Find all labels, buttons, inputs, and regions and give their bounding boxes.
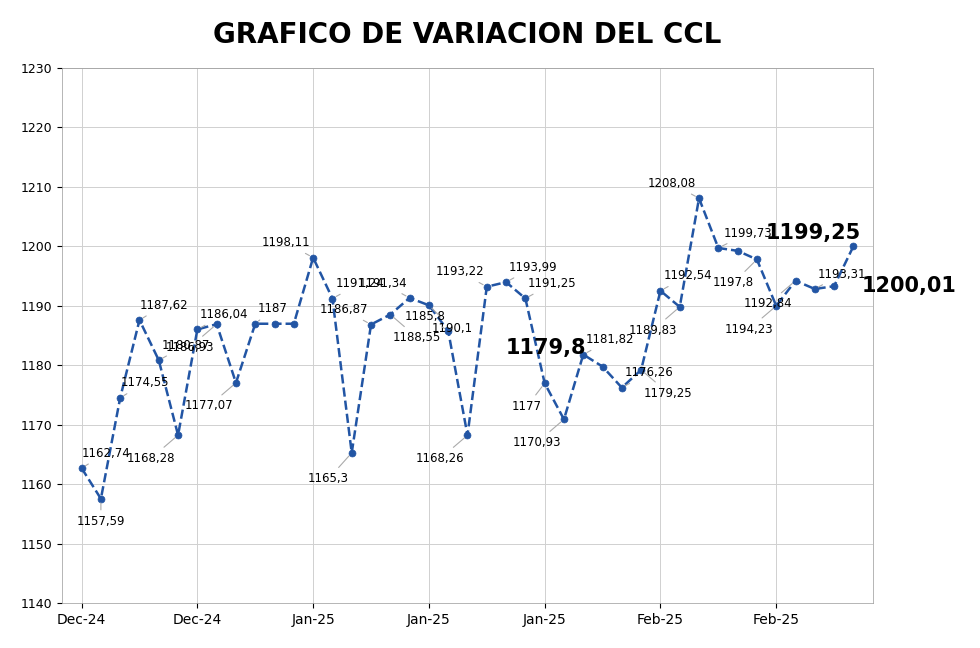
Text: 1190,1: 1190,1 [431, 308, 472, 335]
Text: 1192,54: 1192,54 [663, 270, 711, 289]
Text: 1200,01: 1200,01 [861, 276, 956, 296]
Text: 1191,25: 1191,25 [528, 277, 577, 296]
Text: 1186,04: 1186,04 [200, 308, 249, 327]
Text: 1197,8: 1197,8 [713, 262, 755, 289]
Text: 1177,07: 1177,07 [184, 386, 233, 413]
Text: 1186,93: 1186,93 [166, 327, 214, 354]
Text: 1188,55: 1188,55 [393, 318, 441, 344]
Text: 1194,23: 1194,23 [725, 308, 773, 336]
Text: 1187,62: 1187,62 [139, 299, 188, 318]
Title: GRAFICO DE VARIACION DEL CCL: GRAFICO DE VARIACION DEL CCL [214, 21, 721, 49]
Text: 1168,26: 1168,26 [416, 438, 465, 465]
Text: 1198,11: 1198,11 [262, 237, 311, 255]
Text: 1179,25: 1179,25 [644, 373, 693, 400]
Text: 1186,87: 1186,87 [319, 303, 368, 323]
Text: 1180,87: 1180,87 [162, 339, 210, 358]
Text: 1170,93: 1170,93 [513, 422, 562, 449]
Text: 1187: 1187 [258, 303, 288, 321]
Text: 1191,34: 1191,34 [359, 277, 407, 296]
Text: 1193,22: 1193,22 [435, 266, 484, 284]
Text: 1208,08: 1208,08 [648, 177, 696, 196]
Text: 1168,28: 1168,28 [126, 438, 175, 465]
Text: 1189,83: 1189,83 [628, 310, 677, 336]
Text: 1176,26: 1176,26 [624, 366, 673, 386]
Text: 1181,82: 1181,82 [586, 333, 634, 353]
Text: 1192,84: 1192,84 [744, 283, 793, 310]
Text: 1179,8: 1179,8 [506, 338, 586, 358]
Text: 1177: 1177 [512, 387, 542, 413]
Text: 1193,31: 1193,31 [817, 268, 866, 287]
Text: 1199,73: 1199,73 [722, 227, 772, 246]
Text: 1157,59: 1157,59 [76, 503, 125, 528]
Text: 1193,99: 1193,99 [509, 260, 558, 280]
Text: 1199,25: 1199,25 [765, 222, 860, 242]
Text: 1165,3: 1165,3 [308, 456, 349, 485]
Text: 1174,55: 1174,55 [121, 376, 169, 396]
Text: 1191,24: 1191,24 [335, 277, 384, 297]
Text: 1162,74: 1162,74 [81, 446, 130, 466]
Text: 1185,8: 1185,8 [405, 310, 446, 329]
